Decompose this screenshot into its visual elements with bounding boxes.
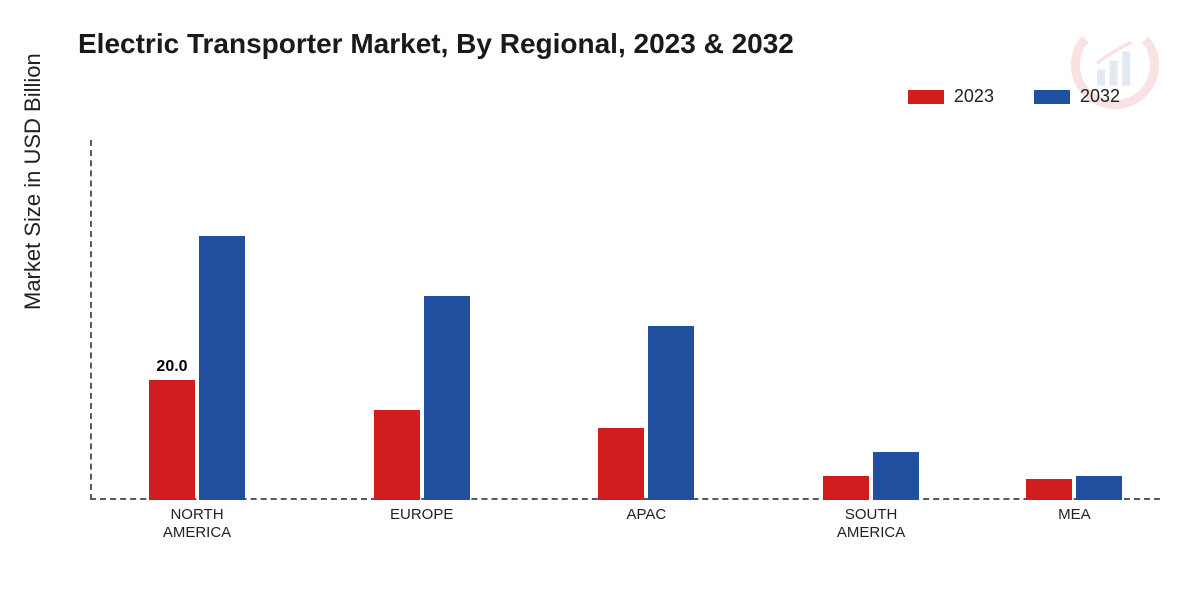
bar-cluster-0: 20.0 bbox=[149, 236, 245, 500]
x-axis-labels: NORTHAMERICA EUROPE APAC SOUTHAMERICA ME… bbox=[90, 506, 1160, 556]
x-label-2: APAC bbox=[627, 506, 667, 524]
legend: 2023 2032 bbox=[908, 86, 1120, 107]
bar-2032-1 bbox=[424, 296, 470, 500]
y-axis-label: Market Size in USD Billion bbox=[20, 53, 46, 310]
chart-title: Electric Transporter Market, By Regional… bbox=[78, 28, 794, 60]
chart-plot-area: 20.0 bbox=[90, 140, 1160, 500]
x-label-3: SOUTHAMERICA bbox=[837, 506, 905, 542]
bar-2023-4 bbox=[1026, 479, 1072, 500]
bar-cluster-2 bbox=[598, 326, 694, 500]
legend-item-2032: 2032 bbox=[1034, 86, 1120, 107]
bar-2032-2 bbox=[648, 326, 694, 500]
y-axis-line bbox=[90, 140, 92, 500]
bar-2023-0: 20.0 bbox=[149, 380, 195, 500]
bar-2023-2 bbox=[598, 428, 644, 500]
legend-label-2023: 2023 bbox=[954, 86, 994, 107]
bar-2023-3 bbox=[823, 476, 869, 500]
bar-2032-0 bbox=[199, 236, 245, 500]
legend-label-2032: 2032 bbox=[1080, 86, 1120, 107]
bar-2032-4 bbox=[1076, 476, 1122, 500]
bar-cluster-4 bbox=[1026, 476, 1122, 500]
x-label-1: EUROPE bbox=[390, 506, 453, 524]
legend-swatch-2023 bbox=[908, 90, 944, 104]
x-label-4: MEA bbox=[1058, 506, 1091, 524]
bar-cluster-3 bbox=[823, 452, 919, 500]
x-label-0: NORTHAMERICA bbox=[163, 506, 231, 542]
legend-swatch-2032 bbox=[1034, 90, 1070, 104]
bar-2023-1 bbox=[374, 410, 420, 500]
bar-2032-3 bbox=[873, 452, 919, 500]
legend-item-2023: 2023 bbox=[908, 86, 994, 107]
bar-value-label: 20.0 bbox=[156, 358, 187, 376]
bar-cluster-1 bbox=[374, 296, 470, 500]
